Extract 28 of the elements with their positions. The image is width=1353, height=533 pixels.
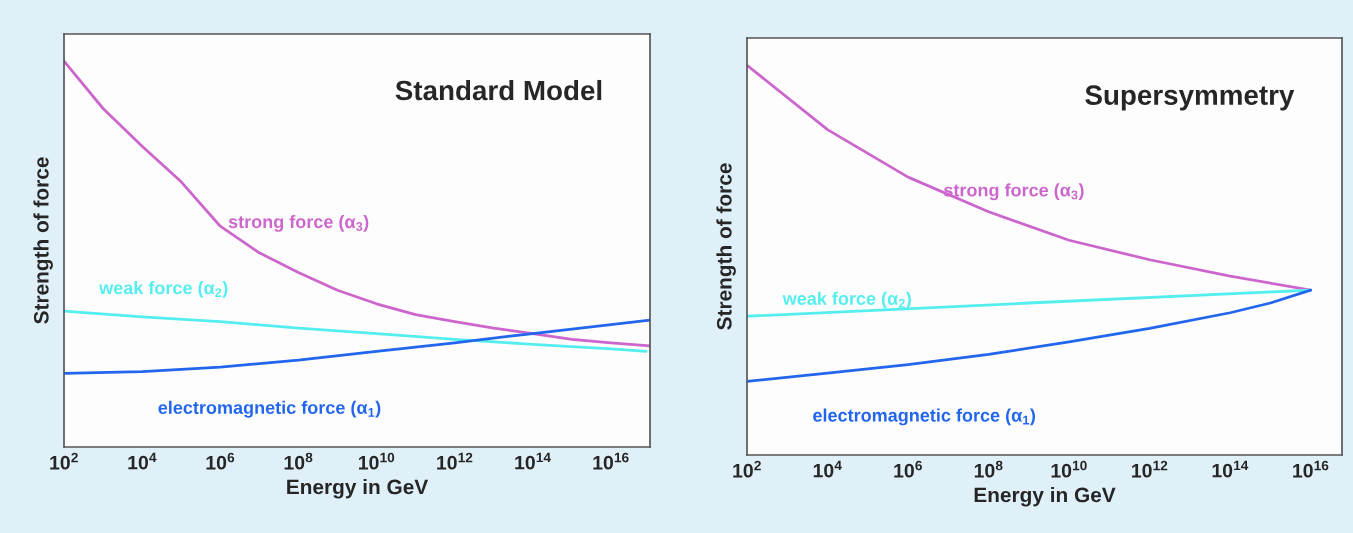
x-axis-title: Energy in GeV: [287, 479, 429, 499]
series-label: weak force (α$_{2}$): [782, 291, 911, 309]
series-label: electromagnetic force (α$_{1}$): [158, 400, 381, 418]
x-tick-label: 10$^{16}$: [1293, 460, 1329, 478]
x-tick-label: 10$^{2}$: [733, 460, 761, 478]
series-label: strong force (α$_{3}$): [228, 214, 369, 232]
x-tick-label: 10$^{14}$: [515, 452, 551, 470]
x-tick-label: 10$^{2}$: [50, 452, 78, 470]
y-axis-title: Strength of force: [33, 157, 53, 324]
text: Standard Model: [395, 79, 602, 101]
text: Supersymmetry: [1085, 85, 1295, 111]
series-label: weak force (α$_{2}$): [99, 281, 228, 298]
x-tick-label: 10$^{6}$: [206, 452, 235, 470]
x-tick-label: 10$^{6}$: [894, 460, 922, 478]
x-tick-label: 10$^{8}$: [284, 452, 313, 470]
x-tick-label: 10$^{12}$: [437, 452, 473, 470]
y-axis-title: Strength of force: [716, 163, 736, 330]
x-tick-label: 10$^{4}$: [813, 460, 842, 478]
series-label: strong force (α$_{3}$): [943, 183, 1084, 201]
x-tick-label: 10$^{8}$: [974, 460, 1003, 478]
x-tick-label: 10$^{14}$: [1212, 460, 1249, 478]
x-tick-label: 10$^{4}$: [128, 452, 157, 470]
x-tick-label: 10$^{10}$: [358, 452, 395, 470]
series-label: electromagnetic force (α$_{1}$): [813, 408, 1036, 426]
x-tick-label: 10$^{10}$: [1051, 460, 1087, 478]
x-tick-label: 10$^{12}$: [1132, 460, 1168, 478]
x-tick-label: 10$^{16}$: [593, 452, 629, 470]
x-axis-title: Energy in GeV: [974, 487, 1116, 507]
